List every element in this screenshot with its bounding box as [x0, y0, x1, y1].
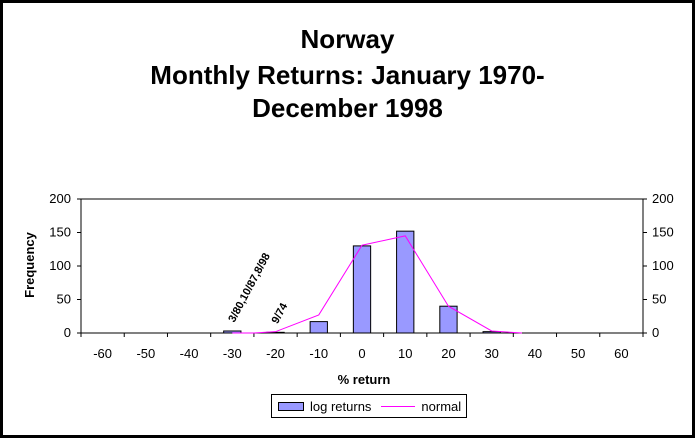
- y-tick-label: 200: [49, 191, 71, 206]
- x-tick-label: -10: [309, 346, 328, 361]
- y2-tick-label: 100: [652, 258, 674, 273]
- legend-label-bars: log returns: [310, 398, 372, 414]
- y-tick-label: 100: [49, 258, 71, 273]
- normal-series: [232, 235, 522, 334]
- legend-item-bars: log returns: [272, 399, 371, 414]
- chart-title-line-1: Norway: [300, 24, 395, 54]
- y-tick-label: 150: [49, 225, 71, 240]
- y-axis-title: Frequency: [22, 231, 37, 298]
- bar: [396, 230, 415, 334]
- x-tick-label: -40: [180, 346, 199, 361]
- x-tick-label: 0: [358, 346, 365, 361]
- y2-tick-label: 0: [652, 325, 659, 340]
- y-tick-label: 0: [64, 325, 71, 340]
- x-tick-label: 60: [614, 346, 628, 361]
- y2-tick-label: 150: [652, 225, 674, 240]
- x-axis-title: % return: [338, 372, 391, 387]
- legend-swatch-bars: [278, 401, 304, 411]
- x-tick-label: -50: [136, 346, 155, 361]
- bar: [482, 331, 501, 334]
- legend-swatch-normal: [381, 405, 416, 407]
- y-tick-label: 50: [57, 292, 71, 307]
- x-tick-label: 30: [484, 346, 498, 361]
- x-tick-label: -20: [266, 346, 285, 361]
- chart-title-line-3: December 1998: [252, 93, 443, 123]
- y2-tick-label: 50: [652, 292, 666, 307]
- legend: log returns normal: [271, 394, 467, 418]
- x-tick-label: -60: [93, 346, 112, 361]
- x-tick-label: 10: [398, 346, 412, 361]
- legend-item-normal: normal: [371, 399, 461, 414]
- x-tick-label: 50: [571, 346, 585, 361]
- bar: [309, 321, 328, 334]
- y2-tick-label: 200: [652, 191, 674, 206]
- normal-line: [232, 235, 522, 334]
- legend-label-normal: normal: [421, 398, 462, 414]
- x-tick-label: 20: [441, 346, 455, 361]
- chart-title-line-2: Monthly Returns: January 1970-: [150, 60, 545, 90]
- x-tick-label: 40: [528, 346, 542, 361]
- bar: [352, 245, 372, 334]
- x-tick-label: -30: [223, 346, 242, 361]
